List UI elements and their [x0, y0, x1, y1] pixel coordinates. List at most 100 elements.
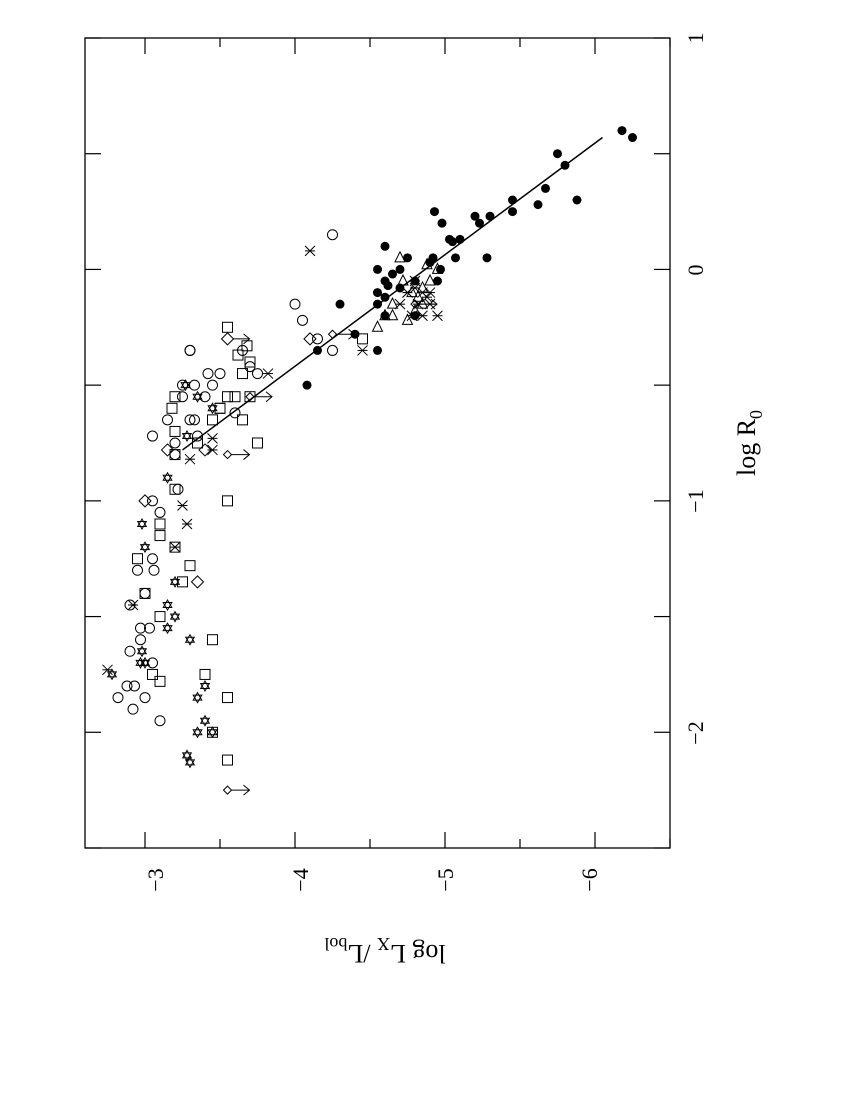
- data-point: [245, 391, 273, 403]
- data-point: [403, 253, 412, 263]
- x-tick-label: −1: [683, 489, 708, 512]
- data-point: [207, 433, 218, 444]
- data-point: [207, 726, 218, 738]
- data-point: [428, 253, 438, 263]
- data-point: [289, 298, 301, 310]
- data-point: [207, 414, 218, 426]
- data-point: [297, 314, 308, 326]
- data-point: [135, 622, 146, 634]
- data-point: [199, 668, 211, 680]
- data-point: [433, 276, 442, 286]
- data-point: [166, 402, 178, 414]
- data-point: [181, 518, 193, 530]
- data-point: [357, 345, 368, 356]
- data-point: [207, 634, 218, 646]
- data-point: [148, 564, 160, 576]
- data-point: [327, 229, 338, 241]
- data-point: [189, 414, 200, 426]
- y-tick-label: −3: [143, 868, 168, 891]
- data-point: [192, 726, 203, 739]
- data-point: [184, 633, 196, 646]
- data-point: [229, 407, 241, 419]
- data-point: [198, 443, 212, 457]
- x-tick-label: 0: [683, 265, 708, 276]
- data-point: [262, 368, 274, 379]
- y-tick-label: −6: [577, 868, 602, 891]
- data-point: [222, 784, 251, 796]
- data-point: [409, 303, 421, 316]
- data-point: [169, 425, 181, 437]
- data-point: [139, 541, 151, 554]
- data-point: [184, 453, 196, 465]
- data-point: [169, 610, 181, 623]
- data-point: [406, 285, 418, 298]
- data-point: [192, 430, 203, 442]
- data-point: [214, 402, 226, 414]
- data-point: [138, 494, 152, 508]
- data-point: [154, 715, 166, 727]
- data-point: [199, 679, 211, 693]
- data-point: [214, 368, 226, 380]
- data-point: [135, 634, 146, 646]
- x-axis-label: log R0: [732, 410, 766, 476]
- data-point: [199, 714, 211, 727]
- data-point: [229, 391, 241, 403]
- data-point: [252, 368, 263, 380]
- fit-line: [182, 136, 603, 451]
- x-axis-label-subscript: 0: [746, 410, 766, 419]
- data-point: [169, 391, 181, 403]
- data-point: [127, 599, 139, 611]
- data-point: [303, 332, 317, 346]
- data-point: [139, 587, 151, 599]
- data-point: [147, 668, 158, 680]
- data-point: [335, 299, 345, 309]
- data-point: [207, 379, 218, 391]
- data-point: [560, 160, 570, 170]
- data-point: [373, 264, 382, 274]
- data-point: [139, 692, 151, 704]
- data-point: [222, 449, 251, 460]
- data-point: [184, 560, 196, 572]
- data-point: [475, 218, 484, 228]
- data-point: [132, 553, 143, 565]
- data-point: [313, 345, 322, 355]
- data-point: [232, 349, 244, 361]
- data-point: [383, 281, 393, 291]
- data-point: [199, 391, 211, 403]
- data-point: [139, 656, 151, 669]
- data-point: [214, 402, 226, 414]
- data-point: [202, 368, 214, 380]
- x-tick-label: 1: [683, 33, 708, 44]
- data-point: [135, 656, 146, 669]
- data-point: [106, 668, 118, 681]
- data-point: [181, 749, 193, 762]
- data-point: [508, 207, 517, 217]
- data-point: [437, 218, 447, 228]
- data-point: [416, 280, 429, 293]
- data-point: [139, 587, 151, 599]
- data-point: [222, 754, 233, 766]
- data-point: [162, 598, 173, 612]
- data-point: [451, 253, 460, 263]
- data-point: [395, 264, 405, 274]
- data-point: [357, 333, 368, 345]
- data-point: [416, 297, 429, 309]
- data-point: [373, 345, 382, 355]
- data-point: [395, 283, 405, 293]
- data-point: [304, 245, 316, 257]
- data-point: [617, 126, 627, 136]
- data-point: [448, 237, 457, 247]
- data-point: [177, 500, 188, 511]
- data-point: [222, 321, 233, 333]
- data-point: [184, 414, 196, 426]
- data-point: [244, 356, 256, 368]
- data-point: [410, 298, 438, 310]
- data-point: [184, 344, 196, 356]
- data-point: [485, 211, 495, 221]
- data-point: [222, 495, 233, 507]
- y-axis-label: log LX /Lbol: [324, 934, 445, 968]
- data-point: [192, 437, 203, 449]
- data-point: [127, 703, 139, 715]
- data-point: [190, 575, 205, 589]
